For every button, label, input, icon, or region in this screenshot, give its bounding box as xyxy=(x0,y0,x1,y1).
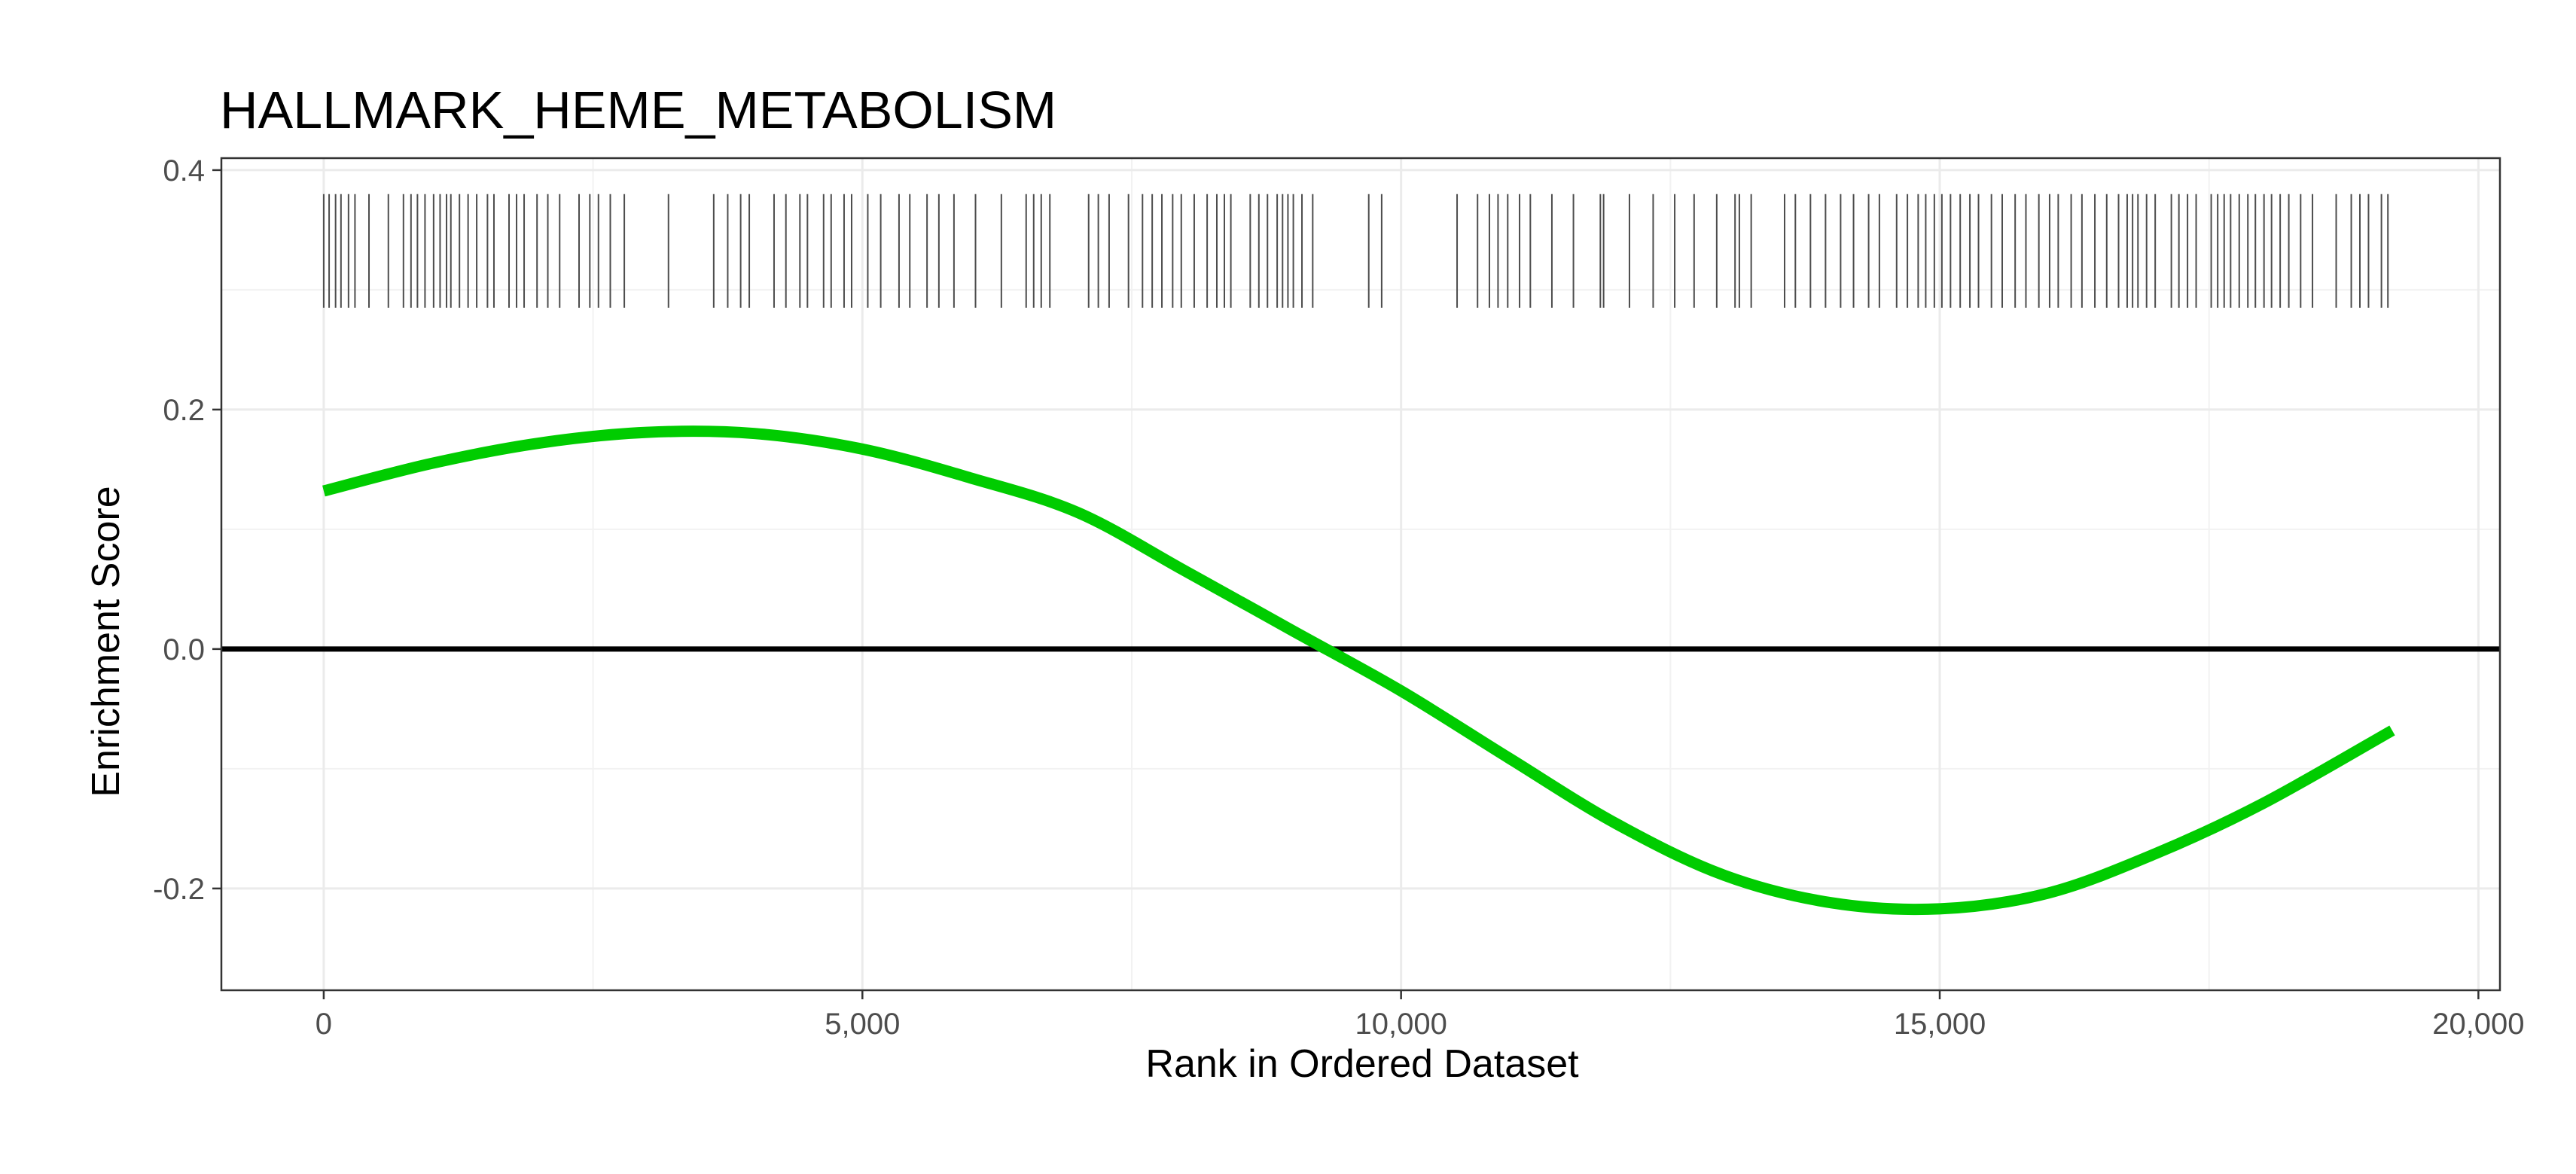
y-tick-label: 0.0 xyxy=(163,633,205,666)
y-tick-label: 0.2 xyxy=(163,394,205,427)
x-tick-label: 5,000 xyxy=(825,1008,900,1041)
y-axis: -0.2 0.0 0.2 0.4 xyxy=(153,154,221,906)
chart-title: HALLMARK_HEME_METABOLISM xyxy=(220,81,1056,139)
y-axis-title: Enrichment Score xyxy=(84,486,128,797)
y-tick-label: -0.2 xyxy=(153,873,205,906)
gene-hit-rug xyxy=(322,194,2389,308)
x-axis-title: Rank in Ordered Dataset xyxy=(1145,1042,1579,1086)
major-grid xyxy=(221,158,2500,990)
x-tick-label: 15,000 xyxy=(1894,1008,1986,1041)
plot-panel-border xyxy=(220,157,2501,992)
enrichment-score-line xyxy=(322,425,2395,916)
x-axis: 0 5,000 10,000 15,000 20,000 xyxy=(316,990,2525,1041)
minor-grid xyxy=(221,158,2500,990)
x-tick-label: 10,000 xyxy=(1355,1008,1447,1041)
y-tick-label: 0.4 xyxy=(163,154,205,188)
x-tick-label: 0 xyxy=(316,1008,332,1041)
x-tick-label: 20,000 xyxy=(2432,1008,2524,1041)
